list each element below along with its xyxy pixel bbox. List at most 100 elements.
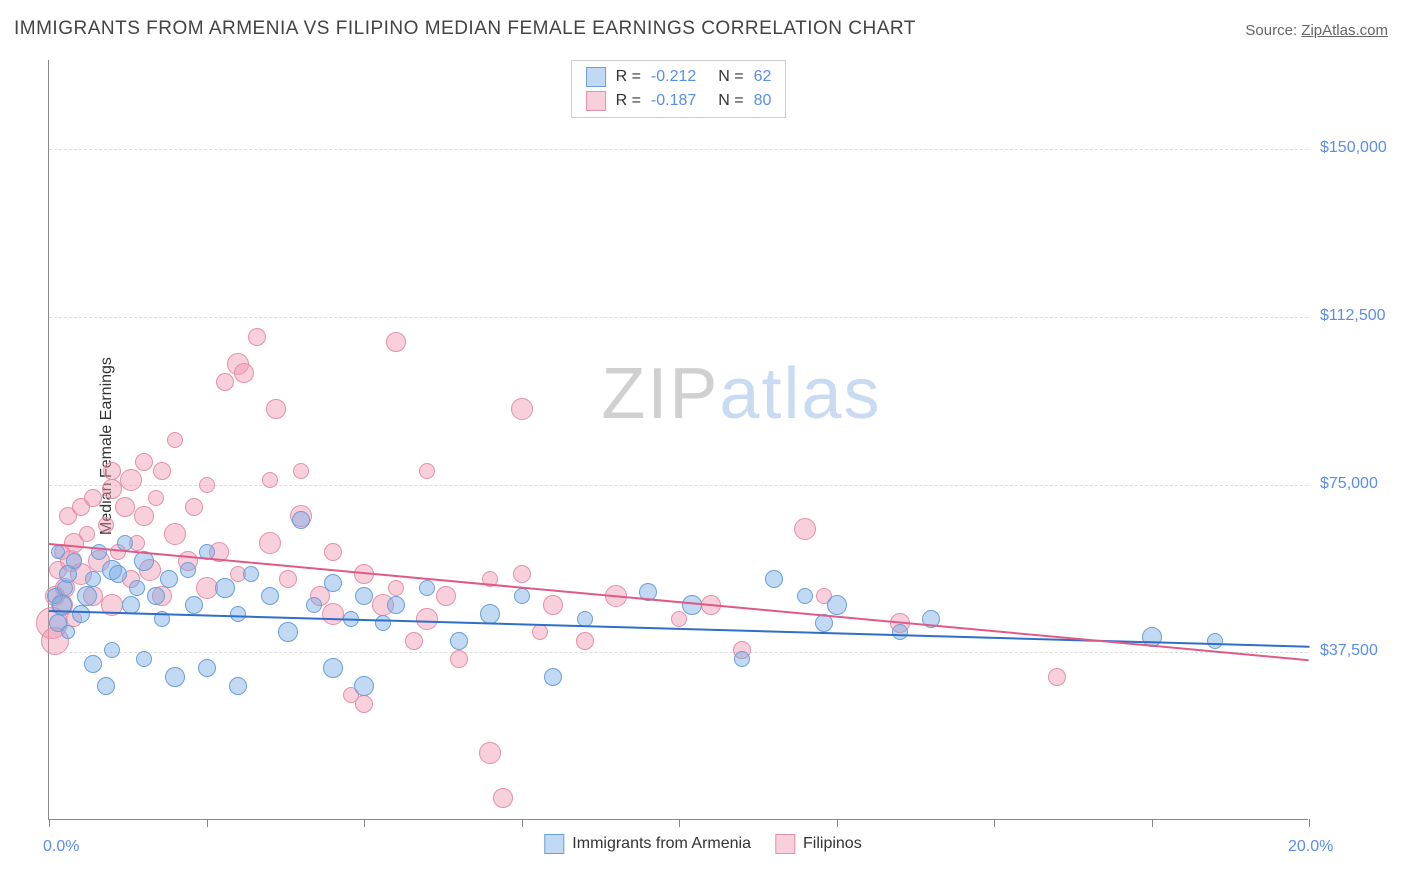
n-label: N = [718,92,743,110]
scatter-point [1207,633,1223,649]
scatter-point [355,695,373,713]
legend-item-filipino: Filipinos [775,834,862,854]
x-tick [207,819,208,827]
scatter-point [355,587,373,605]
scatter-point [153,462,171,480]
scatter-point [167,432,183,448]
scatter-point [324,574,342,592]
x-tick [49,819,50,827]
scatter-point [405,632,423,650]
y-tick-label: $37,500 [1320,642,1378,660]
n-value-filipino: 80 [754,92,772,110]
scatter-point [419,463,435,479]
scatter-point [734,651,750,667]
plot-area: ZIPatlas R = -0.212 N = 62 R = -0.187 N … [48,60,1308,820]
x-label-min: 0.0% [43,838,79,856]
scatter-point [248,328,266,346]
scatter-point [185,596,203,614]
stats-row-filipino: R = -0.187 N = 80 [586,89,772,113]
scatter-point [109,565,127,583]
x-tick [364,819,365,827]
source-attribution: Source: ZipAtlas.com [1245,22,1388,39]
scatter-point [148,490,164,506]
scatter-point [261,587,279,605]
scatter-point [104,642,120,658]
scatter-point [97,677,115,695]
scatter-point [198,659,216,677]
x-tick [994,819,995,827]
scatter-point [322,603,344,625]
grid-line [49,317,1308,318]
scatter-point [160,570,178,588]
scatter-point [324,543,342,561]
r-label: R = [616,68,641,86]
scatter-point [514,588,530,604]
grid-line [49,149,1308,150]
scatter-point [827,595,847,615]
scatter-point [387,596,405,614]
grid-line [49,485,1308,486]
scatter-point [147,587,165,605]
bottom-legend: Immigrants from Armenia Filipinos [544,834,861,854]
scatter-point [388,580,404,596]
scatter-point [375,615,391,631]
scatter-point [103,462,121,480]
scatter-point [61,625,75,639]
scatter-point [85,571,101,587]
scatter-point [292,511,310,529]
scatter-point [180,562,196,578]
regression-line [49,543,1309,661]
legend-label-filipino: Filipinos [803,835,862,853]
scatter-point [234,363,254,383]
scatter-point [79,526,95,542]
scatter-point [199,477,215,493]
scatter-point [306,597,322,613]
scatter-point [229,677,247,695]
scatter-point [196,577,218,599]
scatter-point [164,523,186,545]
scatter-point [120,469,142,491]
scatter-point [450,650,468,668]
y-tick-label: $112,500 [1320,307,1386,325]
r-value-filipino: -0.187 [651,92,696,110]
scatter-point [493,788,513,808]
n-label: N = [718,68,743,86]
grid-line [49,652,1308,653]
scatter-point [165,667,185,687]
watermark-zip: ZIP [601,354,719,434]
r-label: R = [616,92,641,110]
scatter-point [511,398,533,420]
scatter-point [278,622,298,642]
y-tick-label: $150,000 [1320,139,1387,157]
watermark-atlas: atlas [719,354,881,434]
scatter-point [216,373,234,391]
source-link[interactable]: ZipAtlas.com [1301,22,1388,39]
scatter-point [416,608,438,630]
scatter-point [266,399,286,419]
scatter-point [1048,668,1066,686]
legend-swatch-armenia [544,834,564,854]
watermark: ZIPatlas [601,353,881,435]
scatter-point [293,463,309,479]
scatter-point [892,624,908,640]
scatter-point [102,479,122,499]
scatter-point [544,668,562,686]
scatter-point [243,566,259,582]
scatter-point [115,497,135,517]
scatter-point [135,453,153,471]
scatter-point [134,506,154,526]
x-tick [1309,819,1310,827]
scatter-point [262,472,278,488]
scatter-point [279,570,297,588]
scatter-point [450,632,468,650]
scatter-point [797,588,813,604]
scatter-point [543,595,563,615]
scatter-point [51,545,65,559]
legend-label-armenia: Immigrants from Armenia [572,835,751,853]
scatter-point [185,498,203,516]
scatter-point [479,742,501,764]
source-label: Source: [1245,22,1297,39]
legend-item-armenia: Immigrants from Armenia [544,834,751,854]
scatter-point [84,489,102,507]
chart-container: IMMIGRANTS FROM ARMENIA VS FILIPINO MEDI… [0,0,1406,892]
